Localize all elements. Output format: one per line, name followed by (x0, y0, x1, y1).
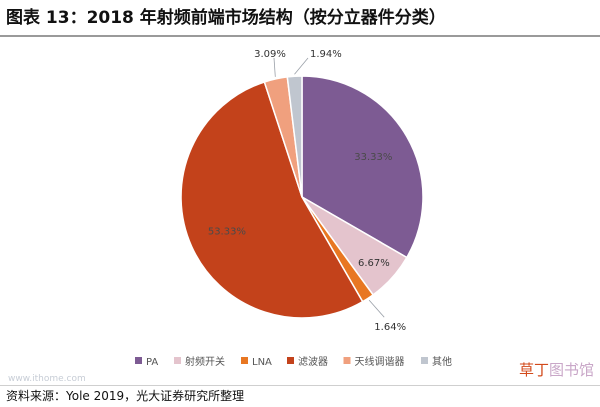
legend-label-other: 其他 (432, 355, 452, 368)
pie-slice-other (286, 75, 303, 198)
pie-labels: 33.33% 6.67% 1.64% 53.33% 3.09% 1.94% (208, 49, 406, 333)
data-label-rf-switch: 6.67% (358, 258, 390, 269)
legend-swatch-rf-switch (174, 357, 181, 364)
footer-divider (0, 385, 600, 386)
legend-label-lna: LNA (252, 357, 272, 368)
chart-title: 图表 13：2018 年射频前端市场结构（按分立器件分类） (6, 8, 446, 28)
watermark-logo: 草丁图书馆 (519, 359, 594, 381)
pie-chart: 33.33% 6.67% 1.64% 53.33% 3.09% 1.94% PA 射频开关 L… (8, 49, 452, 384)
data-label-lna: 1.64% (374, 322, 406, 333)
legend-swatch-pa (135, 357, 142, 364)
source-note: 资料来源：Yole 2019，光大证券研究所整理 (6, 389, 245, 403)
legend-label-antenna-tuner: 天线调谐器 (355, 355, 405, 368)
legend-swatch-filter (287, 357, 294, 364)
legend-swatch-other (421, 357, 428, 364)
pie-slice-filter (180, 81, 364, 319)
watermark-site-text: www.ithome.com (8, 374, 86, 384)
leader-line-other (294, 57, 309, 75)
legend-label-pa: PA (146, 357, 158, 368)
pie-slices (180, 75, 424, 319)
data-label-antenna-tuner: 3.09% (254, 49, 286, 60)
legend-swatch-lna (241, 357, 248, 364)
leader-line-lna (368, 299, 385, 318)
pie-slice-pa (301, 75, 424, 259)
legend-swatch-antenna-tuner (343, 357, 351, 364)
chart-legend: PA 射频开关 LNA 滤波器 天线调谐器 其他 (135, 355, 452, 368)
leader-line-antenna-tuner (273, 57, 276, 77)
data-label-filter: 53.33% (208, 227, 246, 238)
legend-label-filter: 滤波器 (298, 355, 328, 368)
logo-text: 图书馆 (548, 361, 594, 379)
data-label-other: 1.94% (310, 49, 342, 60)
logo-accent-text: 草丁 (518, 361, 549, 379)
title-divider (0, 35, 600, 37)
legend-label-rf-switch: 射频开关 (185, 355, 225, 368)
data-label-pa: 33.33% (354, 152, 392, 163)
